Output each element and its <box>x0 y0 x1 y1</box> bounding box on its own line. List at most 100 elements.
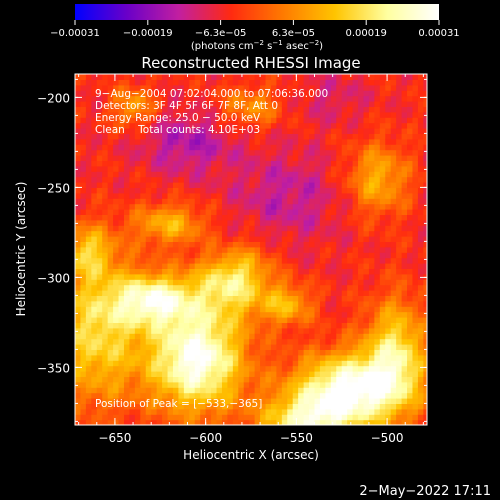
heatmap-cell <box>75 155 82 161</box>
heatmap-cell <box>75 338 82 345</box>
heatmap-cell <box>243 117 250 124</box>
heatmap-cell <box>385 149 392 156</box>
heatmap-cell <box>162 408 169 415</box>
heatmap-cell <box>347 176 354 183</box>
heatmap-cell <box>183 155 190 161</box>
heatmap-cell <box>151 106 158 113</box>
heatmap-cell <box>91 327 98 334</box>
heatmap-cell <box>287 327 294 334</box>
heatmap-cell <box>368 306 375 313</box>
heatmap-cell <box>205 349 212 356</box>
heatmap-cell <box>396 79 403 86</box>
heatmap-cell <box>145 214 152 221</box>
heatmap-cell <box>211 365 218 372</box>
heatmap-cell <box>287 284 294 291</box>
heatmap-cell <box>314 165 321 172</box>
heatmap-cell <box>145 111 152 118</box>
heatmap-cell <box>102 160 109 167</box>
heatmap-cell <box>390 279 397 286</box>
heatmap-cell <box>227 295 234 302</box>
heatmap-cell <box>374 403 381 410</box>
heatmap-cell <box>189 160 196 167</box>
heatmap-cell <box>325 273 332 280</box>
heatmap-cell <box>216 376 223 383</box>
heatmap-cell <box>298 192 305 199</box>
heatmap-cell <box>91 311 98 318</box>
heatmap-cell <box>325 101 332 107</box>
heatmap-cell <box>270 111 277 118</box>
heatmap-cell <box>96 219 103 226</box>
heatmap-cell <box>113 209 120 215</box>
heatmap-cell <box>162 176 169 183</box>
heatmap-cell <box>140 246 147 253</box>
heatmap-cell <box>118 263 125 269</box>
heatmap-cell <box>325 398 332 404</box>
heatmap-cell <box>281 95 288 102</box>
heatmap-cell <box>265 106 272 113</box>
heatmap-cell <box>319 117 326 124</box>
heatmap-cell <box>151 360 158 367</box>
heatmap-cell <box>407 165 414 172</box>
heatmap-cell <box>341 90 348 97</box>
heatmap-cell <box>80 268 87 275</box>
heatmap-cell <box>358 403 365 410</box>
heatmap-cell <box>417 273 424 280</box>
heatmap-cell <box>205 392 212 399</box>
heatmap-cell <box>314 311 321 318</box>
heatmap-cell <box>145 192 152 199</box>
heatmap-cell <box>298 117 305 124</box>
heatmap-cell <box>347 160 354 167</box>
heatmap-cell <box>85 381 92 388</box>
heatmap-cell <box>200 387 207 394</box>
heatmap-cell <box>412 90 419 97</box>
heatmap-cell <box>118 165 125 172</box>
heatmap-cell <box>314 376 321 383</box>
heatmap-cell <box>358 192 365 199</box>
heatmap-cell <box>172 203 180 210</box>
heatmap-cell <box>341 203 348 210</box>
heatmap-cell <box>107 160 114 167</box>
heatmap-cell <box>281 187 288 194</box>
heatmap-cell <box>189 311 196 318</box>
heatmap-cell <box>314 79 321 86</box>
heatmap-cell <box>162 263 169 269</box>
heatmap-cell <box>412 360 419 367</box>
heatmap-cell <box>216 306 223 313</box>
heatmap-cell <box>287 257 294 264</box>
heatmap-cell <box>243 95 250 102</box>
heatmap-cell <box>341 327 348 334</box>
heatmap-cell <box>238 344 245 350</box>
heatmap-cell <box>390 101 397 107</box>
heatmap-cell <box>368 300 375 307</box>
heatmap-cell <box>162 322 169 329</box>
colorbar-tick-label: −0.00031 <box>50 28 100 39</box>
heatmap-cell <box>401 128 408 134</box>
heatmap-cell <box>118 354 125 361</box>
heatmap-cell <box>363 230 370 237</box>
heatmap-cell <box>91 300 98 307</box>
heatmap-cell <box>330 246 337 253</box>
heatmap-cell <box>200 182 207 188</box>
heatmap-cell <box>107 111 114 118</box>
heatmap-cell <box>151 84 158 91</box>
heatmap-cell <box>265 403 272 410</box>
heatmap-cell <box>368 392 375 399</box>
heatmap-cell <box>75 344 82 350</box>
heatmap-cell <box>162 419 169 425</box>
heatmap-cell <box>265 322 272 329</box>
heatmap-cell <box>211 192 218 199</box>
heatmap-cell <box>249 392 256 399</box>
heatmap-cell <box>194 176 201 183</box>
heatmap-cell <box>200 74 207 80</box>
heatmap-cell <box>412 225 419 232</box>
heatmap-cell <box>123 371 131 377</box>
heatmap-cell <box>145 101 152 107</box>
heatmap-cell <box>189 176 196 183</box>
heatmap-cell <box>123 225 131 232</box>
heatmap-cell <box>151 419 158 425</box>
heatmap-cell <box>200 246 207 253</box>
heatmap-cell <box>379 230 386 237</box>
heatmap-cell <box>145 306 152 313</box>
heatmap-cell <box>292 165 299 172</box>
heatmap-cell <box>385 311 392 318</box>
